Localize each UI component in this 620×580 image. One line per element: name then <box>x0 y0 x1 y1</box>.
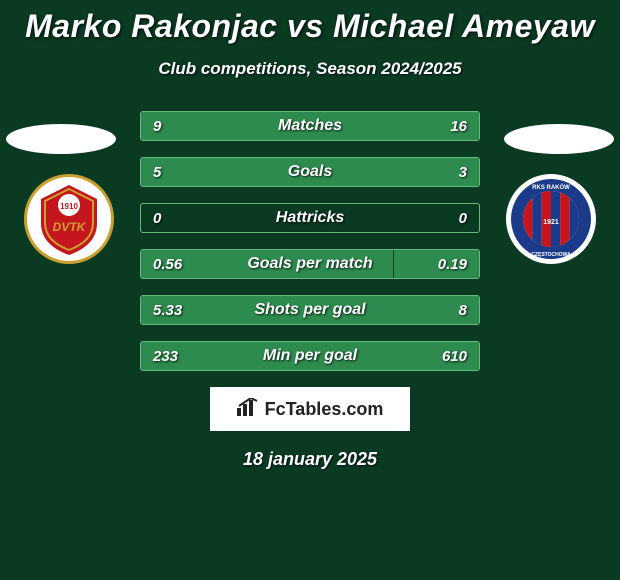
stat-value-left: 5.33 <box>153 302 182 319</box>
stat-label: Matches <box>278 117 342 135</box>
stat-row: 5 Goals 3 <box>140 157 480 187</box>
stat-row: 233 Min per goal 610 <box>140 341 480 371</box>
chart-icon <box>237 398 259 421</box>
stat-value-right: 3 <box>459 164 467 181</box>
stat-value-left: 5 <box>153 164 161 181</box>
stats-table: 9 Matches 16 5 Goals 3 0 Hattricks 0 0.56 Goals pe… <box>0 111 620 371</box>
comparison-card: Marko Rakonjac vs Michael Ameyaw Club co… <box>0 0 620 580</box>
stat-value-right: 0.19 <box>438 256 467 273</box>
stat-row: 0 Hattricks 0 <box>140 203 480 233</box>
stat-value-right: 0 <box>459 210 467 227</box>
stat-row: 5.33 Shots per goal 8 <box>140 295 480 325</box>
stat-label: Hattricks <box>276 209 344 227</box>
stat-value-left: 9 <box>153 118 161 135</box>
fctables-label: FcTables.com <box>265 399 384 420</box>
stat-value-right: 8 <box>459 302 467 319</box>
stat-label: Goals per match <box>247 255 372 273</box>
stat-value-right: 610 <box>442 348 467 365</box>
stat-label: Shots per goal <box>254 301 365 319</box>
stat-value-left: 233 <box>153 348 178 365</box>
stat-value-right: 16 <box>450 118 467 135</box>
stat-value-left: 0 <box>153 210 161 227</box>
stat-row: 9 Matches 16 <box>140 111 480 141</box>
page-title: Marko Rakonjac vs Michael Ameyaw <box>0 8 620 45</box>
stat-value-left: 0.56 <box>153 256 182 273</box>
date-label: 18 january 2025 <box>0 449 620 470</box>
fctables-watermark: FcTables.com <box>210 387 410 431</box>
stat-label: Min per goal <box>263 347 357 365</box>
stat-row: 0.56 Goals per match 0.19 <box>140 249 480 279</box>
stat-label: Goals <box>288 163 332 181</box>
subtitle: Club competitions, Season 2024/2025 <box>0 59 620 79</box>
